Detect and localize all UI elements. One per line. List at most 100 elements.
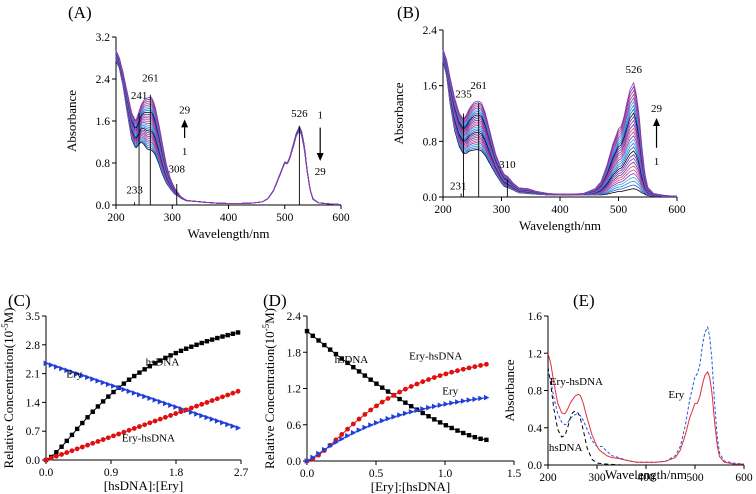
data-point-triangle <box>111 383 117 389</box>
arrow-bottom-label: 1 <box>182 146 188 158</box>
data-point-circle <box>209 398 215 403</box>
data-point-circle <box>194 403 199 409</box>
peak-label: 235 <box>455 88 472 100</box>
data-point-square <box>362 373 368 378</box>
panel-c-relative-concentration-hsdna-ratio: 0.0 0.9 1.8 2.7 0.0 0.7 1.4 2.1 2.8 3.5 [hsDNA]:[E… <box>0 291 248 493</box>
spectrum-ery-hsdna-line <box>547 353 744 465</box>
x-tick-label: 500 <box>686 472 704 484</box>
data-point-square <box>69 432 75 438</box>
x-axis-title: Wavelength/nm <box>605 467 687 482</box>
data-point-triangle <box>90 376 96 382</box>
arrow-top-label: 29 <box>179 104 191 116</box>
data-point-triangle <box>316 450 322 457</box>
y-tick-label: 1.6 <box>96 116 111 128</box>
data-point-square <box>85 415 90 420</box>
data-point-triangle <box>64 367 70 374</box>
series-label: hsDNA <box>146 356 180 368</box>
data-point-triangle <box>121 386 127 393</box>
y-tick-label: 0.4 <box>528 423 543 435</box>
y-tick-label: 0.6 <box>287 420 302 432</box>
data-point-triangle <box>478 395 484 402</box>
data-point-triangle <box>437 402 444 409</box>
data-point-circle <box>85 442 90 448</box>
data-point-square <box>204 339 210 344</box>
data-point-square <box>137 370 142 375</box>
data-point-square <box>132 373 137 379</box>
x-tick-label: 0.0 <box>300 468 315 480</box>
data-point-triangle <box>472 396 478 403</box>
data-point-circle <box>142 422 148 428</box>
data-point-triangle <box>126 388 133 395</box>
data-point-circle <box>379 399 385 405</box>
data-point-circle <box>235 388 241 394</box>
data-point-triangle <box>484 394 490 401</box>
data-point-circle <box>362 411 368 417</box>
data-point-circle <box>414 381 420 387</box>
data-point-triangle <box>460 398 467 404</box>
y-axis-title: Absorbance <box>391 82 406 144</box>
data-point-triangle <box>220 419 226 426</box>
arrow-head <box>181 119 189 128</box>
data-point-triangle <box>188 409 195 415</box>
data-point-square <box>345 360 350 366</box>
data-point-square <box>230 331 236 336</box>
data-point-triangle <box>147 395 153 402</box>
series-label: Ery <box>668 389 684 401</box>
data-point-circle <box>69 448 75 454</box>
data-point-circle <box>199 401 205 407</box>
y-tick-label: 0.0 <box>26 455 41 467</box>
data-point-circle <box>460 366 466 372</box>
y-tick-label: 3.5 <box>26 311 41 323</box>
y-tick-label: 3.2 <box>96 32 111 44</box>
data-point-square <box>484 437 489 443</box>
data-point-circle <box>152 418 158 424</box>
x-tick-label: 600 <box>332 212 350 224</box>
y-tick-label: 1.6 <box>528 311 543 323</box>
data-point-circle <box>43 457 49 463</box>
data-point-square <box>310 333 315 339</box>
data-point-triangle <box>339 436 345 442</box>
series-label: Ery <box>442 386 458 398</box>
data-point-triangle <box>368 422 374 428</box>
data-point-square <box>100 399 106 404</box>
data-point-square <box>333 351 339 357</box>
data-point-triangle <box>321 446 328 453</box>
peak-label: 310 <box>499 159 516 171</box>
panel-label: (A) <box>68 3 92 22</box>
data-point-triangle <box>374 420 380 426</box>
x-tick-label: 500 <box>610 204 628 216</box>
fit-line <box>306 330 487 441</box>
data-point-circle <box>105 435 111 441</box>
panel-label: (E) <box>573 291 595 310</box>
data-point-circle <box>121 429 127 435</box>
arrow-bottom-label: 1 <box>654 156 660 168</box>
spectrum-curve <box>442 56 677 197</box>
y-tick-label: 0.8 <box>528 386 543 398</box>
data-point-square <box>163 355 168 361</box>
data-point-triangle <box>173 404 179 410</box>
data-point-circle <box>204 400 210 405</box>
data-point-triangle <box>59 365 65 372</box>
data-point-triangle <box>53 364 60 370</box>
y-axis-title: Absorbance <box>64 90 79 152</box>
data-point-circle <box>356 416 362 422</box>
data-point-square <box>403 400 408 405</box>
peak-label: 233 <box>126 184 143 196</box>
y-tick-label: 1.8 <box>287 347 302 359</box>
data-point-triangle <box>48 362 55 368</box>
data-point-triangle <box>379 417 386 424</box>
data-point-square <box>168 353 173 358</box>
x-tick-label: 2.7 <box>234 467 249 479</box>
y-tick-label: 0.0 <box>287 456 302 468</box>
spectrum-curve <box>442 49 678 197</box>
data-point-triangle <box>162 400 169 407</box>
data-point-triangle <box>420 406 426 412</box>
arrow-head <box>653 117 661 126</box>
data-point-circle <box>53 453 59 459</box>
peak-label: 231 <box>450 180 467 192</box>
y-tick-label: 0.8 <box>96 158 111 170</box>
series-label: hsDNA <box>549 442 583 454</box>
data-point-circle <box>173 411 179 416</box>
data-point-square <box>95 404 101 409</box>
